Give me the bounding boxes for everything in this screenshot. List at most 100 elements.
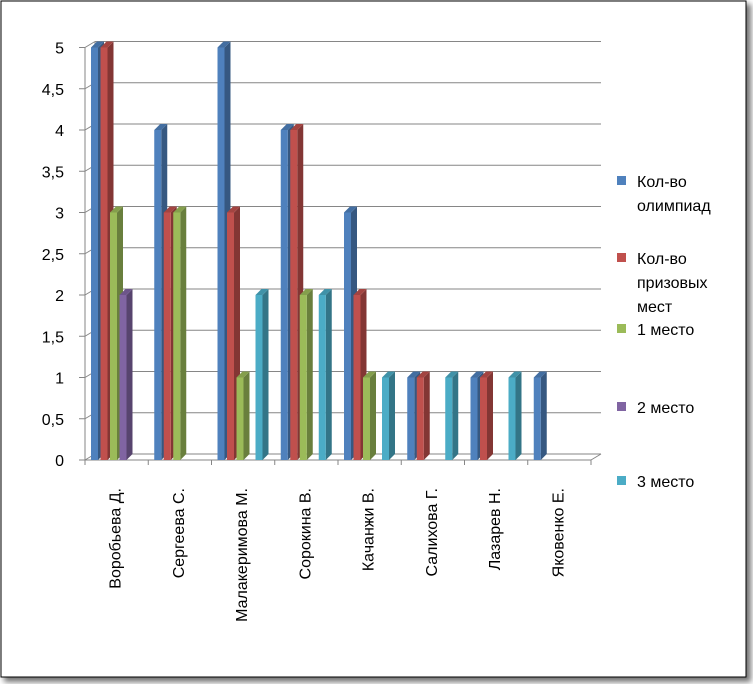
bar-top [255,289,269,295]
legend-swatch [617,253,626,262]
bar-top [154,124,168,130]
bar-top [416,371,430,378]
bar-top [236,371,250,378]
bar-top [91,41,104,48]
bar [533,371,547,460]
legend-label: 1 место [637,322,694,339]
bar-front [255,295,263,460]
x-category-label: Малакеримова М. [234,488,251,622]
bar [382,371,395,460]
y-tick-labels: 0 0,5 1 1,5 2 2,5 3 3,5 4 4,5 5 [42,41,64,471]
bar-front [110,212,117,460]
bar-front [173,212,181,460]
bars [91,41,547,460]
gridline-depth [84,41,96,48]
legend-label: призовых [637,275,708,292]
bar [318,289,332,460]
y-tick-label: 3 [55,206,64,223]
bar-front [318,295,326,460]
x-category-labels: Воробьева Д. Сергеева С. Малакеримова М. Со… [108,488,568,622]
bar-top [363,371,376,378]
bar-side [126,289,133,460]
bar-front [363,377,370,460]
bar-top [353,289,367,295]
bar [236,371,250,460]
bar [255,289,269,460]
bar-front [299,295,307,460]
legend-label: 2 место [637,400,694,417]
y-tick-label: 3,5 [42,164,64,181]
bar [480,371,493,460]
bar-top [508,371,522,378]
bar-top [299,289,313,295]
y-tick-label: 2,5 [42,247,64,264]
bar-side [540,371,547,460]
bar-side [389,371,395,460]
x-category-label: Салихова Г. [424,488,441,576]
bar-front [217,47,225,460]
bar-top [110,206,123,213]
y-tick-label: 5 [55,41,64,58]
bar-side [487,371,493,460]
legend-label: мест [637,299,673,316]
bar-front [280,130,288,460]
bar-front [416,377,424,460]
bar-front [344,212,351,460]
y-tick-label: 4,5 [42,82,64,99]
legend-label: Кол-во [637,174,687,191]
bar-front [290,130,298,460]
y-tick-label: 1 [55,371,64,388]
bar-side [423,371,430,460]
x-category-label: Яковенко Е. [550,488,567,577]
bar-top [470,371,484,378]
x-category-label: Сергеева С. [171,488,188,578]
bar-front [119,295,127,460]
bar-front [445,377,453,460]
bar-front [100,47,108,460]
bar-top [163,206,177,213]
y-tick-label: 1,5 [42,329,64,346]
bar [363,371,376,460]
bar-top [290,124,304,130]
legend-label: олимпиад [637,198,711,215]
legend-swatch [617,402,626,411]
bar [299,289,313,460]
bar [416,371,430,460]
bar-front [407,377,415,460]
bar-top [533,371,547,378]
bar [119,289,133,460]
bar-top [280,124,294,130]
bar-front [236,377,244,460]
y-tick-label: 0 [55,453,64,470]
bar-front [508,377,516,460]
x-category-label: Сорокина В. [297,488,314,579]
bar-side [262,289,269,460]
bar [508,371,522,460]
bar-front [533,377,541,460]
x-axis-depth-line [590,453,602,461]
legend: Кол-во олимпиад Кол-во призовых мест 1 место 2… [617,174,711,491]
bar-side [515,371,522,460]
bar-top [318,289,332,295]
bar-front [91,47,98,460]
y-tick-label: 0,5 [42,412,64,429]
bar-top [100,41,114,48]
legend-swatch [617,476,626,485]
bar-top [119,289,133,295]
y-tick-label: 2 [55,288,64,305]
legend-swatch [617,324,626,333]
legend-label: 3 место [637,474,694,491]
bar-top [344,206,357,213]
x-category-label: Воробьева Д. [108,488,125,589]
bar [173,206,187,460]
bar-side [243,371,250,460]
legend-label: Кол-во [637,251,687,268]
bar-front [353,295,361,460]
bar-top [227,206,240,213]
x-category-label: Качанжи В. [361,488,378,571]
bar-side [370,371,376,460]
bar-front [382,377,389,460]
x-category-label: Лазарев Н. [487,488,504,570]
